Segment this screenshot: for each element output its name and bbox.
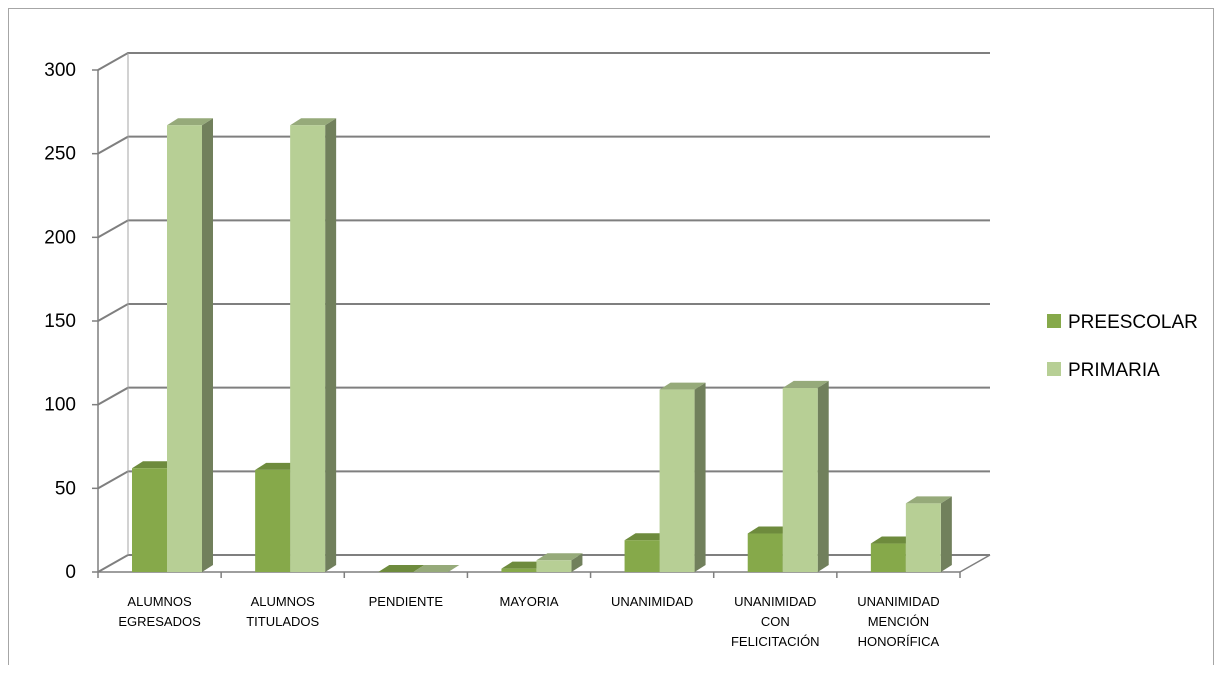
chart-frame [8, 8, 1214, 665]
bar [905, 496, 952, 572]
y-tick-label: 200 [44, 227, 76, 248]
y-tick-label: 300 [44, 60, 76, 81]
legend-label: PRIMARIA [1068, 360, 1160, 381]
y-tick-label: 150 [44, 311, 76, 332]
bar [167, 118, 213, 572]
y-tick-label: 100 [44, 395, 76, 416]
y-tick-label: 50 [55, 478, 76, 499]
x-category-label: ALUMNOS [127, 594, 192, 609]
bar [290, 118, 337, 572]
y-tick-label: 0 [65, 562, 76, 583]
bar [782, 380, 829, 572]
x-category-label: EGRESADOS [118, 614, 201, 629]
bar [413, 565, 460, 572]
x-category-label: MAYORIA [500, 594, 559, 609]
x-category-label: ALUMNOS [251, 594, 316, 609]
bar [659, 382, 706, 572]
y-tick-label: 250 [44, 144, 76, 165]
x-axis-category-labels: ALUMNOS EGRESADOS ALUMNOS TITULADOS PENDIENT… [118, 594, 939, 649]
x-category-label: HONORÍFICA [858, 634, 940, 649]
bar [378, 565, 425, 572]
x-category-label: MENCIÓN [868, 614, 929, 629]
bar [536, 553, 583, 572]
legend-swatch [1047, 314, 1061, 328]
gridlines [97, 52, 990, 573]
legend-swatch [1047, 362, 1061, 376]
x-category-label: TITULADOS [246, 614, 319, 629]
x-category-label: UNANIMIDAD [611, 594, 693, 609]
gridline [97, 386, 990, 406]
gridline [97, 135, 990, 155]
x-category-label: UNANIMIDAD [857, 594, 939, 609]
gridline [97, 303, 990, 322]
x-category-label: UNANIMIDAD [734, 594, 816, 609]
gridline [97, 52, 990, 71]
gridline [97, 219, 990, 239]
gridline [97, 470, 990, 490]
floor-right-edge [959, 554, 991, 573]
y-axis-tick-labels: 0 50 100 150 200 250 300 [44, 60, 76, 583]
x-category-label: FELICITACIÓN [731, 634, 820, 649]
legend: PREESCOLAR PRIMARIA [1047, 312, 1198, 381]
bars [132, 118, 952, 572]
x-category-label: CON [761, 614, 790, 629]
x-category-label: PENDIENTE [369, 594, 444, 609]
legend-item: PREESCOLAR [1047, 312, 1198, 333]
legend-label: PREESCOLAR [1068, 312, 1198, 333]
legend-item: PRIMARIA [1047, 360, 1160, 381]
axes [92, 53, 991, 578]
